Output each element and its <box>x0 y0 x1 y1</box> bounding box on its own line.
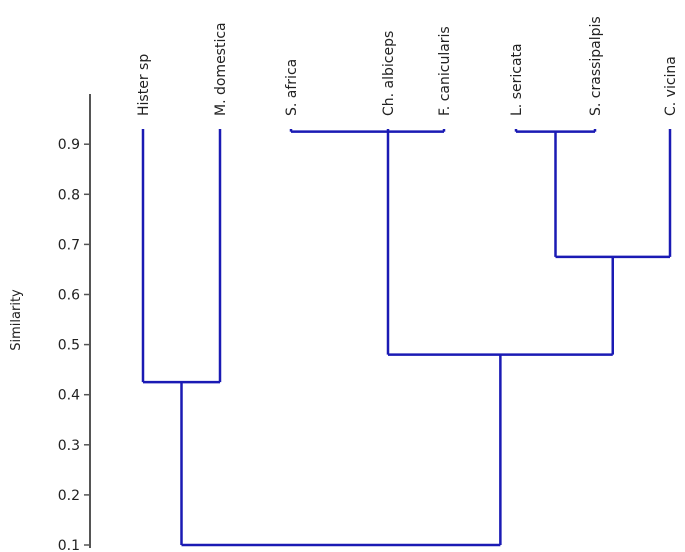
y-tick-label: 0.5 <box>58 338 80 354</box>
leaf-label: C. vicina <box>663 56 679 116</box>
leaf-labels: Hister sp M. domestica S. africa Ch. albice… <box>136 16 679 116</box>
y-axis-label: Similarity <box>9 289 24 351</box>
y-tick-label: 0.7 <box>58 237 80 253</box>
leaf-label: L. sericata <box>509 43 525 116</box>
y-tick-label: 0.2 <box>58 488 80 504</box>
y-tick-label: 0.1 <box>58 538 80 552</box>
leaf-label: Hister sp <box>136 54 152 116</box>
leaf-label: F. canicularis <box>437 26 453 116</box>
dendrogram-branches <box>141 129 672 547</box>
y-tick-label: 0.9 <box>58 137 80 153</box>
leaf-label: Ch. albiceps <box>381 31 397 116</box>
y-tick-label: 0.4 <box>58 388 80 404</box>
leaf-label: M. domestica <box>213 22 229 116</box>
y-ticks: 0.1 0.2 0.3 0.4 0.5 0.6 0.7 0.8 0.9 <box>58 137 90 552</box>
leaf-label: S. africa <box>284 59 300 116</box>
y-tick-label: 0.3 <box>58 438 80 454</box>
leaf-label: S. crassipalpis <box>588 16 604 116</box>
y-tick-label: 0.8 <box>58 187 80 203</box>
y-tick-label: 0.6 <box>58 288 80 304</box>
